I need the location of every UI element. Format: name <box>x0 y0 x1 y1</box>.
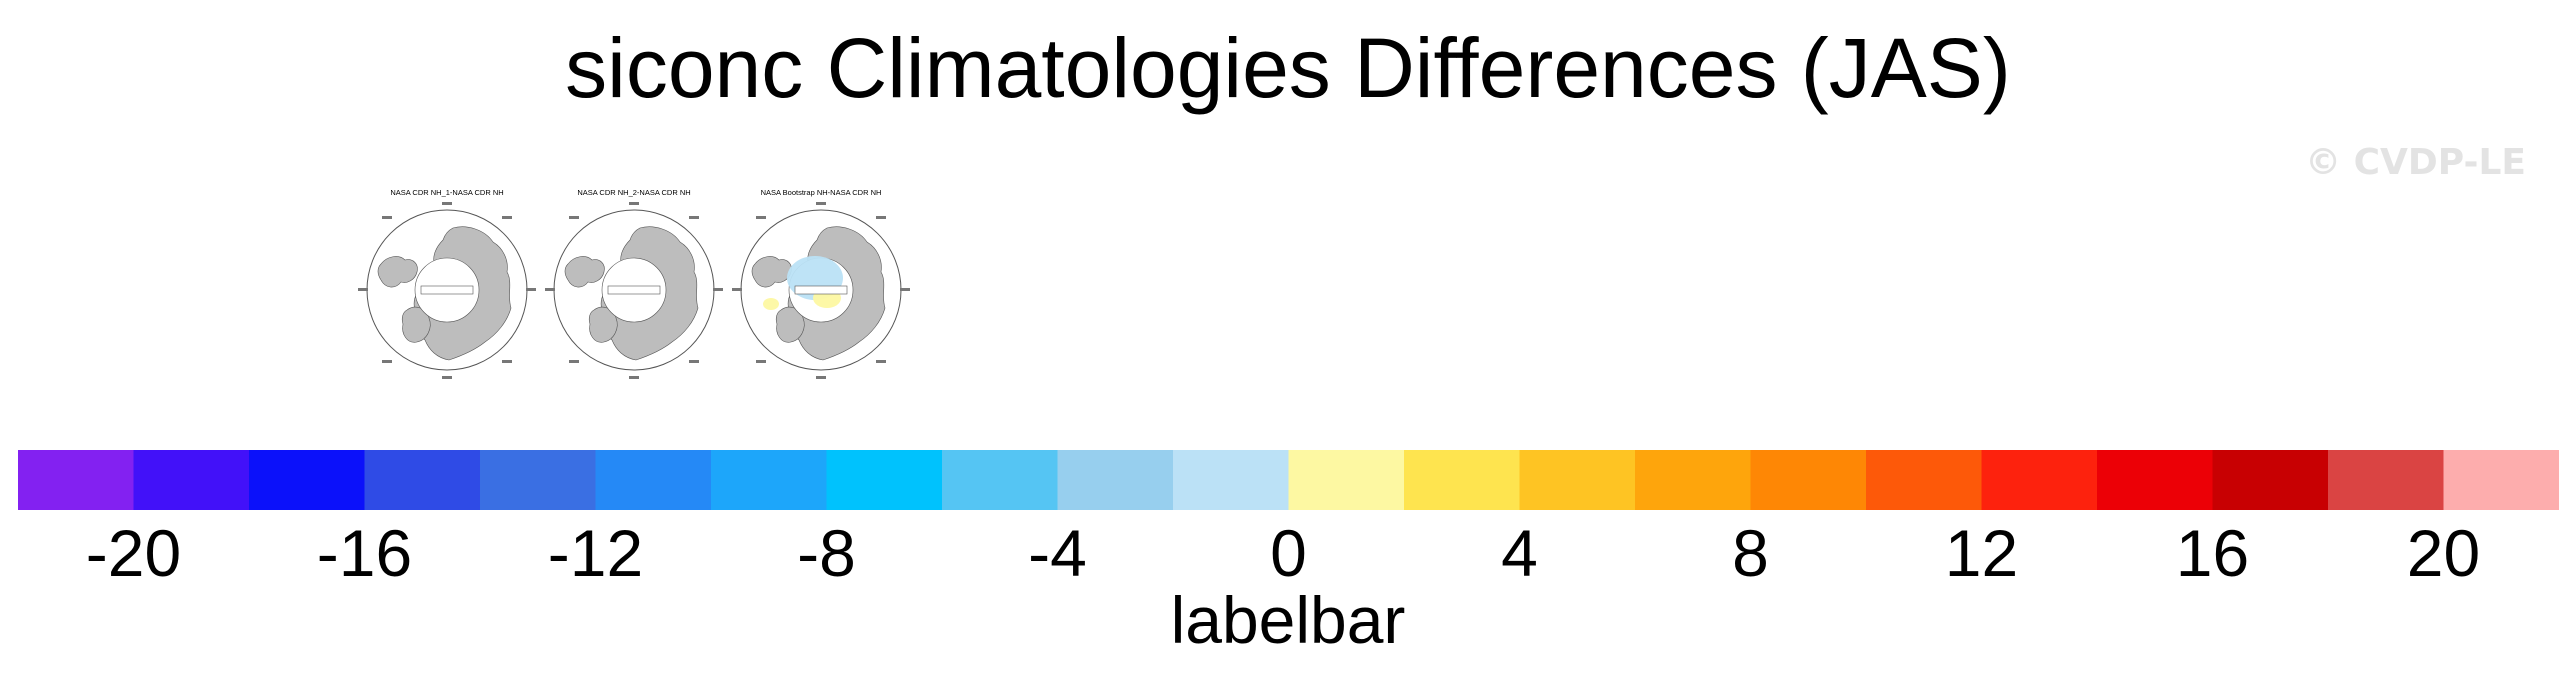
colorbar-tick-label: 0 <box>1270 516 1307 590</box>
polar-map <box>358 202 536 379</box>
longitude-label <box>569 360 579 363</box>
longitude-label <box>689 216 699 219</box>
longitude-label <box>502 360 512 363</box>
map-panel-1: NASA CDR NH_1-NASA CDR NH <box>357 188 537 379</box>
colorbar-bin <box>1057 450 1174 510</box>
colorbar-bin <box>1288 450 1405 510</box>
polar-map <box>545 202 723 379</box>
colorbar-tick-label: -20 <box>85 516 182 590</box>
longitude-label <box>502 216 512 219</box>
colorbar-bin <box>1173 450 1289 510</box>
watermark: © CVDP-LE <box>2305 142 2526 183</box>
longitude-label <box>382 216 392 219</box>
longitude-label <box>900 288 910 291</box>
longitude-label <box>876 216 886 219</box>
colorbar-label: labelbar <box>1170 583 1406 657</box>
colorbar-bin <box>942 450 1058 510</box>
panel-title: NASA CDR NH_2-NASA CDR NH <box>577 188 691 197</box>
colorbar-bin <box>1750 450 1867 510</box>
longitude-label <box>382 360 392 363</box>
longitude-label <box>545 288 555 291</box>
colorbar-tick-label: -12 <box>547 516 644 590</box>
colorbar-tick-label: -4 <box>1028 516 1087 590</box>
colorbar-bin <box>480 450 596 510</box>
colorbar-bin <box>1404 450 1520 510</box>
colorbar-tick-label: 8 <box>1732 516 1769 590</box>
longitude-label <box>689 360 699 363</box>
colorbar-bin <box>133 450 250 510</box>
figure-title: siconc Climatologies Differences (JAS) <box>565 21 2011 115</box>
longitude-label <box>569 216 579 219</box>
longitude-label <box>876 360 886 363</box>
colorbar-bin <box>1981 450 2098 510</box>
colorbar-tick-label: 4 <box>1501 516 1538 590</box>
longitude-label <box>629 202 639 205</box>
colorbar <box>18 450 2559 510</box>
colorbar-bin <box>595 450 712 510</box>
land-mass <box>377 256 418 288</box>
colorbar-tick-label: 20 <box>2406 516 2481 590</box>
colorbar-tick-label: -8 <box>797 516 856 590</box>
colorbar-bin <box>2212 450 2329 510</box>
ice-gain-area <box>763 298 779 310</box>
colorbar-bin <box>826 450 943 510</box>
polar-map <box>732 202 910 379</box>
longitude-label <box>629 376 639 379</box>
map-panel-2: NASA CDR NH_2-NASA CDR NH <box>544 188 724 379</box>
colorbar-bin <box>2328 450 2444 510</box>
longitude-label <box>442 376 452 379</box>
longitude-label <box>816 376 826 379</box>
longitude-label <box>526 288 536 291</box>
panel-title: NASA Bootstrap NH-NASA CDR NH <box>760 188 882 197</box>
colorbar-tick-label: -16 <box>316 516 413 590</box>
land-mass <box>564 256 605 288</box>
colorbar-bin <box>1635 450 1751 510</box>
longitude-label <box>713 288 723 291</box>
colorbar-bin <box>1866 450 1982 510</box>
longitude-label <box>732 288 742 291</box>
colorbar-bin <box>364 450 481 510</box>
map-label-box <box>607 285 661 295</box>
colorbar-bin <box>2443 450 2559 510</box>
colorbar-ticks: -20 -16 -12 -8 -4 0 4 8 12 16 20 <box>0 518 2576 588</box>
longitude-label <box>816 202 826 205</box>
longitude-label <box>358 288 368 291</box>
colorbar-tick-label: 12 <box>1944 516 2019 590</box>
longitude-label <box>756 216 766 219</box>
panel-title: NASA CDR NH_1-NASA CDR NH <box>390 188 504 197</box>
colorbar-bin <box>1519 450 1636 510</box>
map-panel-3: NASA Bootstrap NH-NASA CDR NH <box>731 188 911 379</box>
longitude-label <box>756 360 766 363</box>
colorbar-bin <box>249 450 365 510</box>
map-label-box <box>794 285 848 295</box>
colorbar-tick-label: 16 <box>2175 516 2250 590</box>
map-label-box <box>420 285 474 295</box>
colorbar-bin <box>2097 450 2213 510</box>
land-mass <box>751 256 792 288</box>
longitude-label <box>442 202 452 205</box>
colorbar-bin <box>711 450 827 510</box>
colorbar-bin <box>18 450 134 510</box>
